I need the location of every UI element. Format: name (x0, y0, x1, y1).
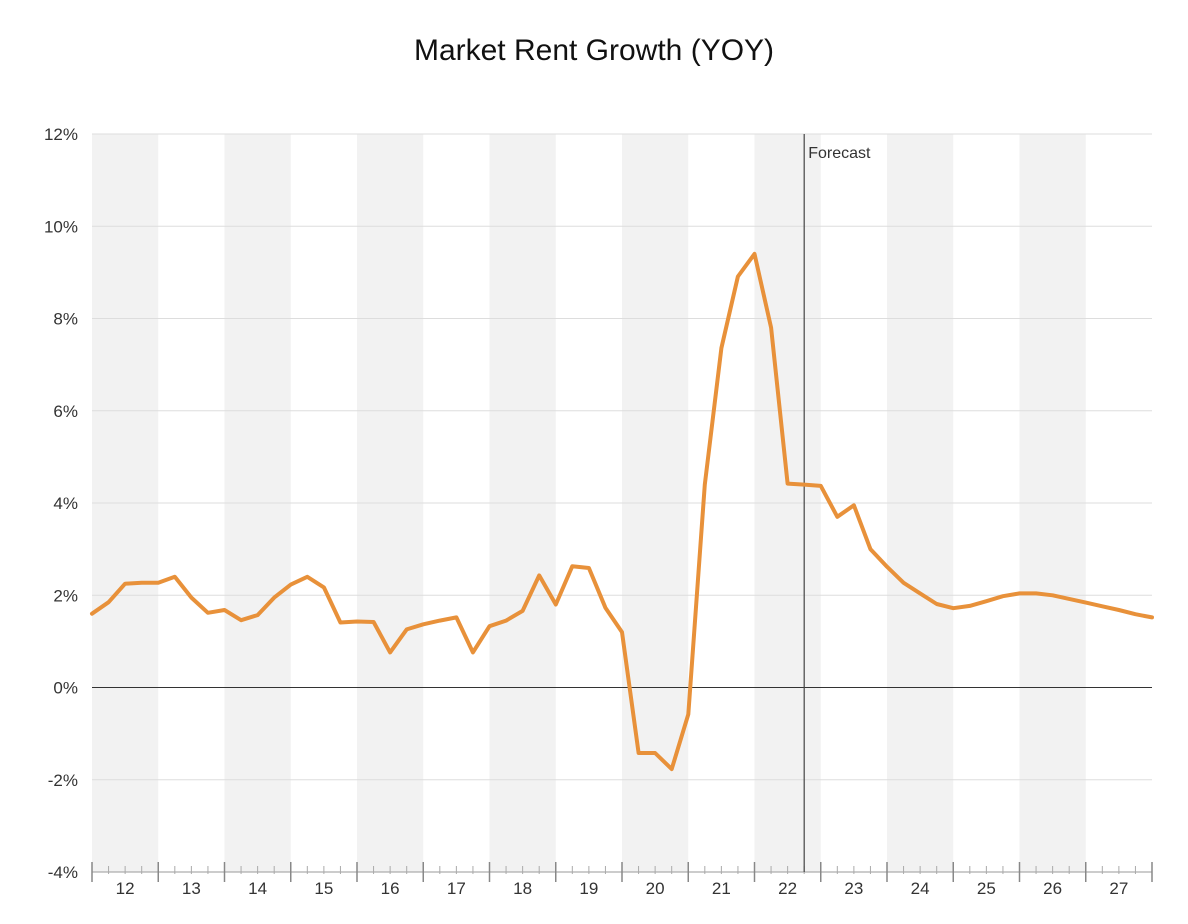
x-tick-label: 21 (712, 879, 731, 898)
y-axis-ticks: -4% -2% 0% 2% 4% 6% 8% 10% 12% (44, 125, 78, 882)
x-tick-label: 23 (844, 879, 863, 898)
x-tick-label: 20 (646, 879, 665, 898)
x-tick-label: 27 (1109, 879, 1128, 898)
grid-lines (92, 133, 1152, 781)
x-tick-label: 26 (1043, 879, 1062, 898)
y-tick-label: -4% (48, 863, 78, 882)
x-tick-label: 16 (381, 879, 400, 898)
series-line (90, 251, 1154, 772)
x-axis: 12 13 14 15 16 17 18 19 20 21 22 23 24 25 26 27 (91, 862, 1153, 898)
forecast-label: Forecast (808, 145, 871, 162)
series-group (90, 251, 1154, 772)
forecast-marker: Forecast (803, 134, 871, 872)
x-tick-label: 12 (116, 879, 135, 898)
y-tick-label: 4% (53, 494, 78, 513)
x-tick-label: 18 (513, 879, 532, 898)
x-tick-label: 17 (447, 879, 466, 898)
x-tick-label: 13 (182, 879, 201, 898)
y-tick-label: 8% (53, 310, 78, 329)
y-tick-label: -2% (48, 771, 78, 790)
x-tick-label: 22 (778, 879, 797, 898)
y-tick-label: 10% (44, 217, 78, 236)
chart-title: Market Rent Growth (YOY) (413, 34, 775, 67)
y-tick-label: 12% (44, 125, 78, 144)
y-tick-label: 2% (53, 586, 78, 605)
x-tick-label: 24 (911, 879, 930, 898)
y-tick-label: 0% (53, 679, 78, 698)
x-tick-label: 25 (977, 879, 996, 898)
x-tick-label: 14 (248, 879, 267, 898)
x-tick-label: 15 (314, 879, 333, 898)
x-tick-label: 19 (579, 879, 598, 898)
y-tick-label: 6% (53, 402, 78, 421)
